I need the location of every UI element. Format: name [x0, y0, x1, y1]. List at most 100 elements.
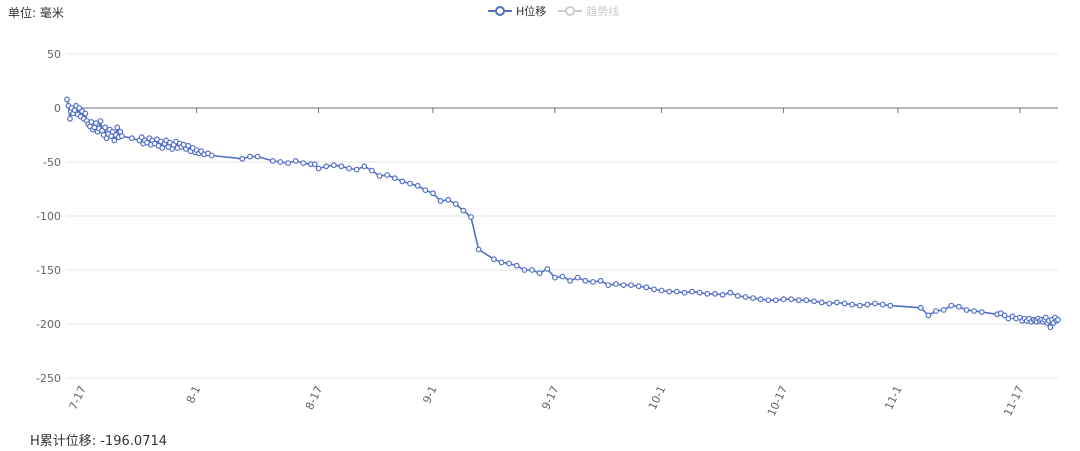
- data-point: [513, 262, 520, 269]
- data-point: [498, 259, 505, 266]
- data-point: [605, 282, 612, 289]
- data-point: [114, 124, 121, 131]
- x-tick-label: 8-1: [184, 384, 203, 406]
- legend: H位移 趋势线: [488, 3, 631, 19]
- data-point: [590, 279, 596, 285]
- y-tick-label: 50: [47, 48, 61, 61]
- data-point: [849, 301, 856, 308]
- legend-line-circle-icon: [558, 6, 583, 16]
- data-point: [346, 165, 353, 172]
- legend-item-h-displacement[interactable]: H位移: [488, 3, 546, 19]
- data-point: [1042, 314, 1049, 321]
- x-tick-label: 10-17: [765, 384, 790, 418]
- data-point: [613, 281, 619, 287]
- data-point: [704, 290, 711, 297]
- data-point: [338, 163, 345, 170]
- data-point: [803, 297, 810, 304]
- data-point: [734, 293, 741, 299]
- data-point: [780, 296, 787, 303]
- data-point: [856, 302, 863, 309]
- data-point: [773, 297, 779, 304]
- data-point: [925, 312, 932, 319]
- data-point: [491, 256, 497, 263]
- data-point: [452, 201, 459, 208]
- y-tick-label: 0: [54, 102, 61, 115]
- data-point: [658, 287, 665, 294]
- data-point: [292, 157, 299, 164]
- data-point: [529, 267, 535, 273]
- data-point: [391, 175, 398, 182]
- data-point: [635, 283, 642, 290]
- data-point: [544, 266, 551, 272]
- y-tick-label: -150: [36, 264, 61, 277]
- data-point: [536, 270, 543, 277]
- data-point: [369, 167, 375, 174]
- data-point: [552, 274, 558, 281]
- x-tick-label: 7-17: [67, 384, 89, 412]
- data-point: [311, 161, 318, 168]
- data-point: [742, 294, 749, 300]
- data-point: [269, 157, 276, 164]
- legend-item-trendline[interactable]: 趋势线: [558, 3, 619, 19]
- x-tick-label: 11-1: [882, 384, 904, 412]
- data-point: [330, 162, 337, 169]
- data-point: [407, 180, 413, 187]
- data-point: [750, 295, 756, 302]
- data-point: [765, 297, 772, 304]
- legend-line-circle-icon: [488, 6, 512, 16]
- y-tick-label: -200: [36, 318, 61, 331]
- data-point: [118, 133, 125, 140]
- x-tick-label: 10-1: [646, 384, 668, 412]
- data-point: [597, 277, 604, 284]
- summary-label: H累计位移:: [30, 434, 97, 449]
- data-point: [582, 277, 589, 284]
- data-point: [620, 282, 627, 289]
- legend-label: 趋势线: [586, 5, 620, 18]
- data-point: [111, 137, 118, 144]
- data-point: [88, 119, 95, 125]
- data-point: [128, 135, 135, 142]
- data-point: [254, 153, 261, 160]
- data-point: [93, 120, 99, 126]
- y-tick-label: -250: [36, 372, 61, 385]
- data-point: [757, 296, 764, 303]
- x-tick-label: 9-17: [539, 384, 561, 412]
- summary-value: -196.0714: [100, 434, 168, 449]
- y-tick-label: -50: [43, 156, 61, 169]
- data-point: [437, 197, 444, 204]
- data-point: [430, 190, 436, 197]
- data-point: [422, 187, 429, 194]
- data-point: [300, 160, 307, 167]
- data-point: [834, 299, 840, 306]
- data-point: [475, 246, 482, 253]
- data-point: [788, 296, 795, 303]
- data-point: [521, 267, 528, 273]
- data-point: [102, 124, 108, 131]
- data-point: [864, 301, 871, 308]
- data-point: [315, 165, 322, 172]
- data-point: [818, 299, 825, 306]
- data-point: [666, 288, 673, 295]
- data-point: [277, 159, 284, 165]
- data-point: [1001, 312, 1008, 319]
- data-point: [239, 155, 246, 162]
- data-point: [727, 289, 734, 296]
- data-point: [673, 288, 680, 295]
- data-point: [445, 196, 452, 203]
- data-point: [956, 303, 962, 310]
- cumulative-displacement: H累计位移: -196.0714: [30, 430, 167, 449]
- data-point: [361, 163, 368, 170]
- data-point: [97, 118, 104, 124]
- data-point: [887, 302, 894, 309]
- data-point: [82, 110, 89, 117]
- data-point: [879, 301, 886, 308]
- data-point: [841, 300, 848, 307]
- unit-label: 单位: 毫米: [8, 6, 64, 20]
- data-point: [285, 160, 292, 167]
- x-tick-label: 11-17: [1001, 384, 1026, 418]
- data-point: [247, 153, 253, 160]
- data-point: [719, 291, 726, 298]
- data-point: [323, 163, 330, 170]
